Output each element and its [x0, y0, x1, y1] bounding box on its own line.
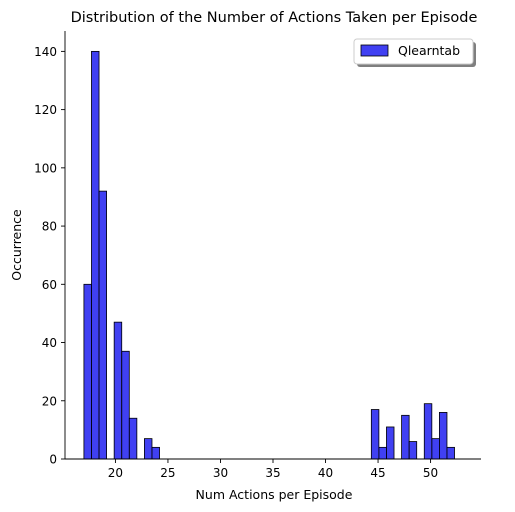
- bars-group: [83, 50, 455, 460]
- x-tick-label: 35: [265, 466, 280, 480]
- histogram-bar: [113, 321, 123, 460]
- histogram-bar: [386, 426, 395, 460]
- x-axis-label: Num Actions per Episode: [196, 487, 353, 502]
- histogram-bar: [408, 441, 418, 460]
- y-tick-label: 100: [34, 161, 57, 175]
- x-tick-label: 40: [318, 466, 333, 480]
- y-tick-label: 140: [34, 45, 57, 59]
- histogram-bar: [121, 350, 130, 460]
- histogram-bar: [401, 414, 410, 460]
- y-tick-label: 120: [34, 103, 57, 117]
- histogram-bar: [128, 417, 138, 460]
- histogram-bar: [83, 283, 92, 460]
- y-tick-label: 20: [42, 394, 57, 408]
- y-axis: 0 20 40 60 80 100 120 140: [34, 31, 66, 467]
- y-tick-label: 60: [42, 278, 57, 292]
- histogram-bar: [423, 403, 433, 460]
- histogram-bar: [446, 446, 455, 460]
- y-tick-label: 0: [49, 453, 57, 467]
- y-tick-label: 80: [42, 220, 57, 234]
- x-axis: 20 25 30 35 40 45 50: [65, 458, 481, 480]
- legend: Qlearntab: [353, 38, 476, 67]
- histogram-bar: [438, 412, 448, 460]
- x-tick-label: 45: [370, 466, 385, 480]
- legend-swatch: [360, 44, 389, 57]
- legend-label: Qlearntab: [398, 43, 460, 58]
- y-axis-label: Occurrence: [9, 209, 24, 281]
- histogram-bar: [144, 438, 153, 460]
- histogram-bar: [378, 446, 387, 460]
- histogram-bar: [431, 438, 440, 460]
- histogram-bar: [151, 446, 160, 460]
- histogram-bar: [98, 190, 107, 460]
- chart-title: Distribution of the Number of Actions Ta…: [71, 10, 478, 26]
- x-tick-label: 25: [160, 466, 175, 480]
- x-tick-label: 30: [213, 466, 228, 480]
- y-tick-label: 40: [42, 336, 57, 350]
- histogram-bar: [370, 409, 380, 460]
- x-tick-label: 50: [423, 466, 438, 480]
- x-tick-label: 20: [108, 466, 123, 480]
- histogram-bar: [91, 50, 100, 460]
